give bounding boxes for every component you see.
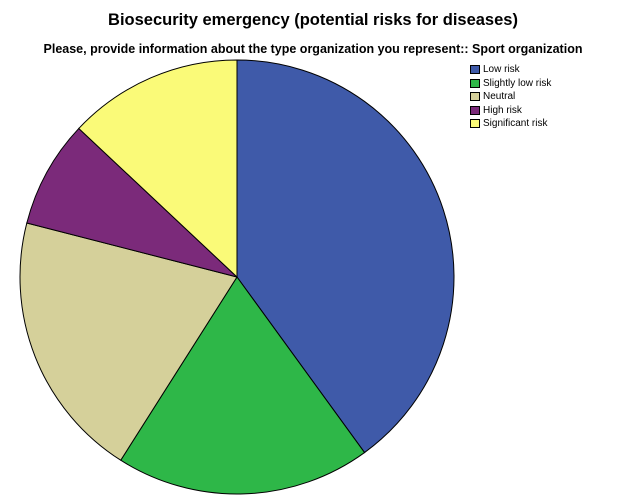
legend-label: Neutral — [483, 91, 516, 103]
legend-label: Low risk — [483, 64, 520, 76]
legend-item: Low risk — [470, 63, 551, 77]
legend-swatch — [470, 105, 480, 115]
legend-label: High risk — [483, 104, 522, 116]
legend-swatch — [470, 65, 480, 75]
chart-legend: Low risk Slightly low risk Neutral High ris… — [470, 63, 551, 131]
legend-swatch — [470, 78, 480, 88]
pie-slice-low-risk — [236, 59, 455, 454]
legend-label: Significant risk — [483, 118, 548, 130]
legend-label: Slightly low risk — [483, 77, 552, 89]
legend-item: Neutral — [470, 90, 551, 104]
pie-slice-significant-risk — [78, 59, 238, 279]
pie-slice-neutral — [19, 222, 238, 461]
legend-item: Significant risk — [470, 117, 551, 131]
legend-swatch — [470, 119, 480, 129]
legend-item: High risk — [470, 104, 551, 118]
legend-item: Slightly low risk — [470, 77, 551, 91]
chart-subtitle: Please, provide information about the ty… — [43, 42, 583, 56]
pie-slice-high-risk — [26, 127, 238, 278]
pie-slice-slightly-low-risk — [120, 276, 366, 495]
chart-title: Biosecurity emergency (potential risks f… — [108, 11, 518, 29]
legend-swatch — [470, 92, 480, 102]
